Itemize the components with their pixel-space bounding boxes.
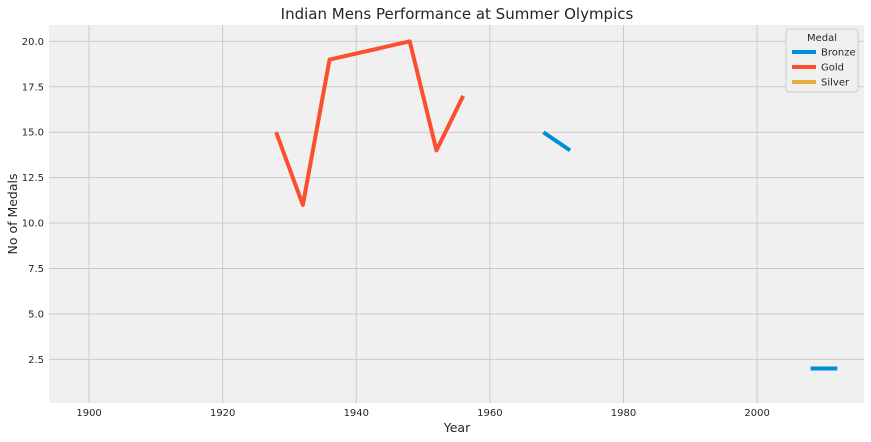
x-tick-label: 1920 [210, 408, 235, 419]
legend: Medal Bronze Gold Silver [785, 28, 859, 93]
y-tick-label: 2.5 [28, 355, 44, 366]
y-tick-label: 10.0 [22, 219, 44, 230]
y-tick-labels: 2.5 5.0 7.5 10.0 12.5 15.0 17.5 20.0 [22, 37, 44, 366]
x-tick-label: 2000 [744, 408, 769, 419]
x-tick-label: 1960 [477, 408, 502, 419]
x-tick-label: 1980 [611, 408, 636, 419]
plot-area [49, 25, 864, 403]
x-tick-label: 1940 [344, 408, 369, 419]
legend-label-gold: Gold [821, 63, 844, 74]
y-tick-label: 5.0 [28, 309, 44, 320]
x-tick-label: 1900 [76, 408, 101, 419]
series-line-bronze [542, 130, 572, 153]
grid-lines [49, 25, 864, 403]
x-tick-labels: 1900 1920 1940 1960 1980 2000 [76, 408, 769, 419]
series-line-gold [274, 39, 465, 207]
y-tick-label: 20.0 [22, 37, 44, 48]
series-lines [274, 39, 838, 371]
y-tick-label: 17.5 [22, 82, 44, 93]
y-tick-label: 7.5 [28, 264, 44, 275]
chart-title: Indian Mens Performance at Summer Olympi… [281, 5, 634, 23]
y-axis-label: No of Medals [5, 173, 20, 254]
y-tick-label: 15.0 [22, 128, 44, 139]
x-axis-label: Year [443, 420, 471, 435]
legend-label-bronze: Bronze [821, 48, 856, 59]
legend-items: Bronze Gold Silver [792, 48, 856, 89]
legend-label-silver: Silver [821, 78, 850, 89]
y-tick-label: 12.5 [22, 173, 44, 184]
legend-title: Medal [807, 33, 837, 44]
legend-box [785, 28, 859, 93]
